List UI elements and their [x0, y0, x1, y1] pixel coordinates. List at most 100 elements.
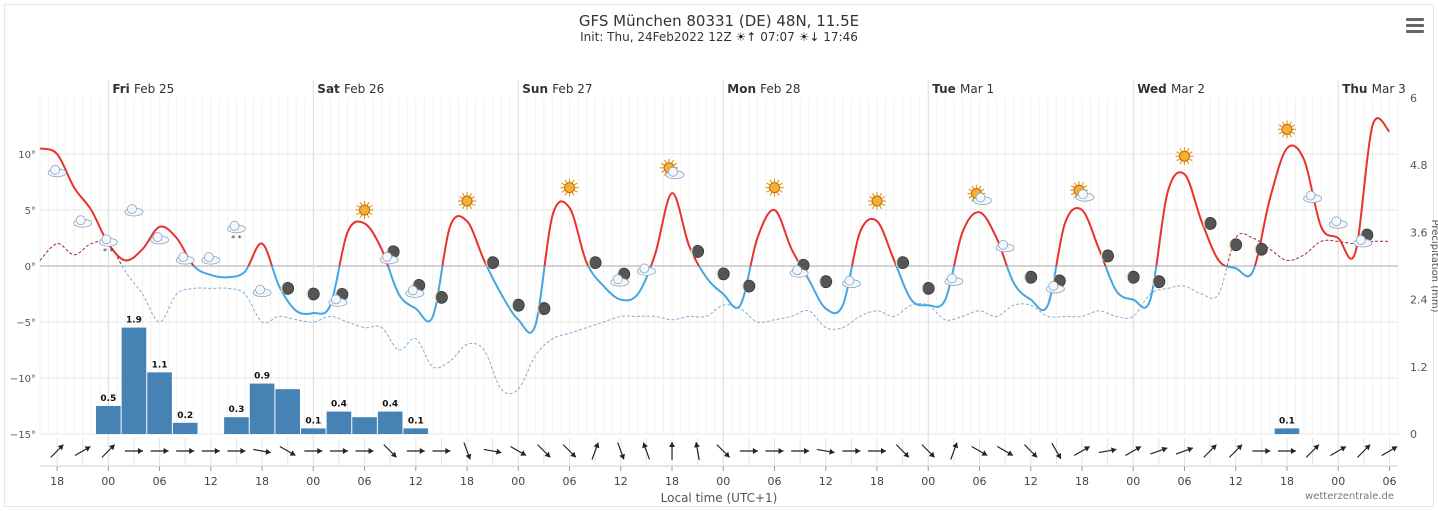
moon-icon	[1228, 238, 1243, 252]
sun-ray	[1073, 194, 1078, 199]
moon-icon	[1126, 270, 1140, 284]
precip-bar	[326, 411, 352, 434]
hamburger-menu-icon[interactable]	[1406, 18, 1424, 33]
moon-light	[1023, 271, 1030, 284]
cloud-icon	[175, 252, 195, 265]
sun-ray	[1188, 158, 1193, 162]
sun-ray	[769, 191, 773, 196]
wind-arrow-head	[778, 448, 784, 454]
moon-disc	[1024, 270, 1038, 284]
precip-bar	[1274, 428, 1300, 434]
wind-arrow-icon	[842, 448, 861, 454]
sun-ray	[1290, 124, 1296, 128]
sun-ray	[971, 185, 975, 190]
cloud-moon-icon	[328, 287, 349, 307]
sun-ray	[471, 203, 476, 207]
wind-arrow-icon	[1330, 445, 1347, 457]
x-tick-label: 06	[972, 475, 986, 488]
cloud-puff	[1355, 235, 1366, 245]
precip-data-label: 0.3	[228, 405, 244, 415]
sun-icon	[1175, 147, 1194, 166]
wind-arrow-head	[693, 442, 700, 448]
sun-ray	[968, 188, 973, 192]
moon-disc	[1229, 238, 1243, 252]
y-tick-label: −15°	[10, 430, 36, 441]
wind-arrow-icon	[304, 448, 323, 454]
cloud-icon	[73, 215, 93, 228]
moon-light	[895, 256, 902, 269]
x-tick-label: 00	[1331, 475, 1345, 488]
wind-arrow-head	[317, 448, 323, 454]
moon-light	[485, 256, 492, 269]
sunrise-time: 07:07	[760, 30, 795, 44]
wind-arrow-head	[570, 451, 576, 458]
cloud-puff	[998, 239, 1009, 250]
wind-arrow-icon	[329, 448, 348, 454]
sun-ray	[356, 204, 361, 209]
sun-ray	[664, 159, 668, 164]
sun-ray	[980, 188, 985, 192]
x-tick-label: 00	[306, 475, 320, 488]
wind-arrow-icon	[617, 442, 625, 460]
sun-ray	[356, 211, 361, 216]
sun-disc	[461, 195, 473, 207]
cloud-puff	[255, 284, 265, 295]
moon-disc	[486, 256, 500, 270]
wind-arrow-head	[593, 442, 600, 449]
wind-arrow-head	[1210, 444, 1217, 451]
wind-arrow-head	[1111, 447, 1117, 454]
moon-light	[1254, 243, 1261, 256]
wind-arrow-icon	[895, 444, 910, 458]
sun-ray	[871, 205, 876, 210]
precip-bar	[377, 411, 403, 434]
sun-ray	[564, 191, 568, 196]
moon-icon	[690, 245, 705, 258]
wind-arrow-icon	[669, 442, 676, 460]
wind-arrow-head	[544, 451, 551, 458]
moon-disc	[716, 267, 730, 281]
precip-bar	[96, 406, 121, 434]
x-tick-label: 12	[1024, 475, 1038, 488]
precip-data-label: 0.1	[408, 416, 424, 426]
wind-arrow-icon	[124, 448, 143, 454]
moon-light	[1126, 271, 1133, 284]
wind-arrow-head	[1391, 446, 1398, 452]
precip-data-label: 0.4	[382, 400, 398, 410]
moon-light	[1228, 238, 1235, 251]
moon-icon	[306, 287, 320, 301]
wind-arrow-icon	[74, 445, 91, 457]
moon-disc	[1203, 217, 1217, 230]
cloud-puff	[668, 166, 678, 177]
x-axis-title: Local time (UTC+1)	[660, 491, 778, 505]
sun-ray	[971, 197, 975, 202]
sun-ray	[458, 196, 464, 200]
x-tick-label: 06	[153, 475, 167, 488]
moon-icon	[716, 267, 730, 281]
wind-arrow-head	[109, 444, 115, 451]
x-tick-label: 00	[921, 475, 935, 488]
wind-arrow-icon	[383, 444, 397, 458]
x-tick-label: 06	[1382, 475, 1396, 488]
moon-icon	[1100, 249, 1115, 263]
wind-arrow-head	[240, 448, 246, 454]
wind-arrow-icon	[201, 448, 220, 454]
y2-tick-label: 3.6	[1410, 226, 1428, 239]
wind-arrow-icon	[1357, 444, 1371, 458]
wind-arrow-head	[57, 444, 64, 451]
credit[interactable]: wetterzentrale.de	[1305, 491, 1394, 502]
y-tick-label: −5°	[16, 318, 36, 329]
wind-arrow-head	[84, 446, 91, 452]
wind-arrow-head	[723, 451, 730, 458]
y2-tick-label: 2.4	[1410, 294, 1428, 307]
y-tick-label: −10°	[10, 374, 36, 385]
sun-icon	[355, 201, 374, 219]
cloud-icon	[47, 164, 67, 178]
wind-arrow-head	[137, 448, 143, 454]
sun-ray	[776, 179, 780, 184]
sun-ray	[660, 162, 665, 166]
sun-ray	[1281, 121, 1285, 126]
wind-arrow-head	[829, 448, 835, 455]
wind-arrow-icon	[1252, 448, 1271, 454]
moon-disc	[588, 256, 602, 270]
